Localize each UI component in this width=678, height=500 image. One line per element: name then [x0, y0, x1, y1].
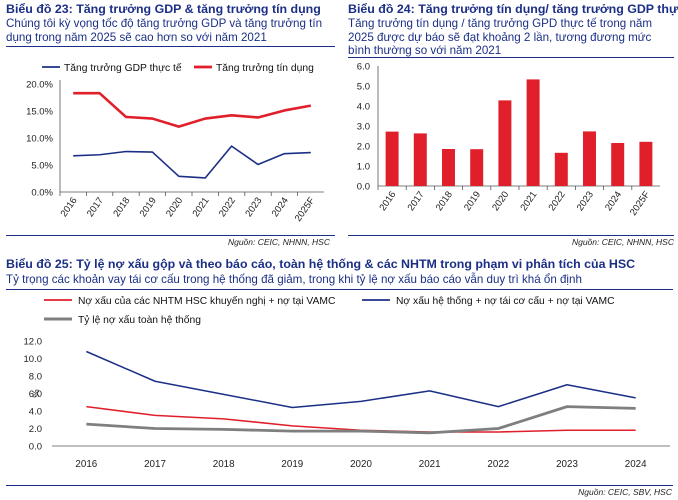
x-tick-label: 2017 — [85, 195, 106, 219]
y-tick-label: 0.0 — [29, 442, 42, 453]
chart-25-title: Biểu đồ 25: Tỷ lệ nợ xấu gộp và theo báo… — [6, 257, 636, 271]
y-tick-label: 8.0 — [29, 372, 42, 383]
x-tick-label: 2024 — [270, 195, 291, 219]
y-tick-label: 5.0% — [31, 161, 53, 172]
y-tick-label: 20.0% — [26, 80, 53, 91]
chart-25-source: Nguồn: CEIC, SBV, HSC — [578, 487, 672, 497]
x-tick-label: 2021 — [191, 195, 212, 219]
x-tick-label: 2022 — [487, 459, 509, 470]
y-tick-label: 10.0 — [24, 354, 43, 365]
x-tick-label: 2025F — [628, 189, 653, 218]
x-tick-label: 2018 — [434, 189, 455, 213]
x-tick-label: 2018 — [213, 459, 235, 470]
series-line-system-restructured — [86, 350, 636, 409]
x-tick-label: 2022 — [547, 189, 568, 213]
chart-23-subtitle: Chúng tôi kỳ vọng tốc độ tăng trưởng GDP… — [6, 17, 323, 44]
chart-24: 0.0 1.0 2.0 3.0 4.0 5.0 6.0 2016 2017 2018 2019 202… — [357, 62, 660, 218]
series-line-system-npl — [86, 405, 636, 435]
y-tick-label: 4.0 — [29, 407, 42, 418]
chart-25-bottom-rule — [6, 485, 673, 486]
x-tick-label: 2023 — [556, 459, 578, 470]
series-line-credit — [73, 91, 312, 128]
bar-2020 — [498, 100, 512, 186]
y-tick-label: 5.0 — [357, 82, 370, 93]
bar-2024 — [611, 143, 625, 186]
y-tick-label: 3.0 — [357, 122, 370, 133]
x-tick-label: 2023 — [575, 189, 596, 213]
bar-2016 — [385, 131, 399, 186]
bar-2018 — [442, 149, 455, 186]
x-tick-label: 2021 — [518, 189, 539, 213]
x-tick-label: 2018 — [111, 195, 132, 219]
chart-24-panel: Biểu đồ 24: Tăng trưởng tín dụng/ tăng t… — [342, 0, 678, 250]
bar-2022 — [554, 152, 568, 186]
x-tick-label: 2020 — [350, 459, 372, 470]
y-tick-label: 2.0 — [357, 142, 370, 153]
bar-2023 — [583, 131, 596, 186]
chart-25-panel: Biểu đồ 25: Tỷ lệ nợ xấu gộp và theo báo… — [0, 255, 678, 500]
x-tick-label: 2017 — [406, 189, 427, 213]
x-tick-label: 2020 — [164, 195, 185, 219]
bar-2019 — [470, 149, 484, 186]
chart-24-source: Nguồn: CEIC, NHNN, HSC — [571, 237, 674, 247]
x-tick-label: 2016 — [75, 459, 97, 470]
bar-2017 — [413, 133, 427, 186]
x-tick-label: 2017 — [144, 459, 166, 470]
legend-label-hsc-banks: Nợ xấu của các NHTM HSC khuyến nghị + nợ… — [78, 295, 336, 307]
y-tick-label: 4.0 — [357, 102, 370, 113]
chart-23-source: Nguồn: CEIC, NHNN, HSC — [227, 237, 330, 247]
x-tick-label: 2021 — [419, 459, 441, 470]
legend-label-system-restructured: Nợ xấu hệ thống + nợ tái cơ cấu + nợ tại… — [396, 295, 615, 307]
chart-23-title: Biểu đồ 23: Tăng trưởng GDP & tăng trưởn… — [6, 2, 321, 16]
legend-label-credit: Tăng trưởng tín dụng — [216, 62, 314, 74]
y-tick-label: 15.0% — [26, 107, 53, 118]
chart-23-bottom-rule — [6, 235, 335, 236]
y-tick-label: 10.0% — [26, 134, 53, 145]
y-tick-label: 2.0 — [29, 424, 42, 435]
chart-25: 0.0 2.0 4.0 6.0 8.0 10.0 12.0% 2016 2017 2018 2019… — [24, 295, 670, 470]
legend-label-gdp: Tăng trưởng GDP thực tế — [64, 62, 182, 74]
x-tick-label: 2020 — [490, 189, 511, 213]
x-tick-label: 2024 — [603, 189, 624, 213]
x-tick-label: 2024 — [625, 459, 647, 470]
x-tick-label: 2016 — [377, 189, 398, 213]
chart-24-bottom-rule — [348, 235, 674, 236]
legend-label-system-npl: Tỷ lệ nợ xấu toàn hệ thống — [78, 314, 201, 326]
chart-24-subtitle: Tăng trưởng tín dụng / tăng trưởng GPD t… — [348, 17, 653, 57]
chart-23-top-rule — [6, 46, 335, 47]
chart-23: 0.0%5.0%10.0%15.0%20.0%2016 2017 2018 2019 2… — [26, 62, 324, 224]
y-tick-label: 12.0 — [24, 337, 43, 348]
x-tick-label: 2016 — [59, 195, 80, 219]
chart-25-subtitle: Tỷ trọng các khoản vay tái cơ cấu trong … — [6, 273, 582, 286]
x-tick-label: 2025F — [293, 195, 318, 224]
chart-24-top-rule — [348, 57, 674, 58]
bar-2025F — [639, 141, 653, 186]
x-tick-label: 2023 — [243, 195, 264, 219]
x-tick-label: 2019 — [462, 189, 483, 213]
y-tick-label: 0.0% — [31, 188, 53, 199]
x-tick-label: 2019 — [281, 459, 303, 470]
y-tick-label: 6.0 — [29, 389, 42, 400]
bar-2021 — [526, 79, 540, 186]
x-tick-label: 2019 — [138, 195, 159, 219]
x-tick-label: 2022 — [217, 195, 238, 219]
y-tick-label: 0.0 — [357, 182, 370, 193]
chart-24-title: Biểu đồ 24: Tăng trưởng tín dụng/ tăng t… — [348, 2, 678, 16]
chart-25-top-rule — [6, 289, 673, 290]
chart-23-panel: Biểu đồ 23: Tăng trưởng GDP & tăng trưởn… — [0, 0, 336, 250]
y-tick-label: 6.0 — [357, 62, 370, 73]
y-tick-label: 1.0 — [357, 162, 370, 173]
series-line-gdp — [73, 145, 311, 179]
y-axis-label: % — [31, 389, 42, 398]
